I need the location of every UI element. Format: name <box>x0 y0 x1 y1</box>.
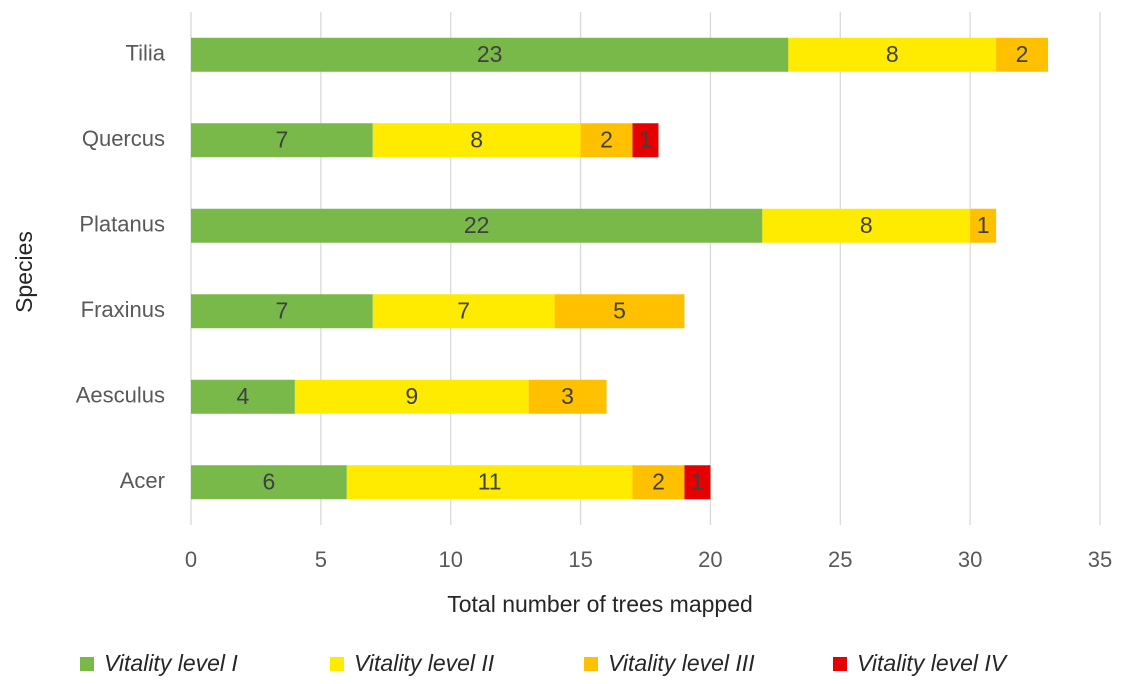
data-label: 11 <box>478 468 502 494</box>
data-label: 7 <box>276 297 289 323</box>
bar-segment <box>632 465 685 500</box>
bar-segment <box>191 37 789 72</box>
y-tick-label: Fraxinus <box>81 297 165 322</box>
data-label: 5 <box>613 297 626 323</box>
bar-segment <box>554 294 685 329</box>
data-label: 8 <box>860 212 873 238</box>
x-tick-label: 15 <box>568 547 592 572</box>
bar-segment <box>346 465 633 500</box>
y-tick-label: Tilia <box>125 41 165 66</box>
bar-segment <box>528 379 607 414</box>
legend-swatch <box>833 657 847 671</box>
data-label: 2 <box>600 126 613 152</box>
bar-segment <box>996 37 1049 72</box>
y-tick-label: Quercus <box>82 126 165 151</box>
data-label: 3 <box>561 383 574 409</box>
bar-segment <box>191 123 373 158</box>
legend-swatch <box>584 657 598 671</box>
bar-segment <box>191 465 347 500</box>
bar-segment <box>372 123 581 158</box>
x-tick-label: 25 <box>828 547 852 572</box>
data-label: 1 <box>691 468 704 494</box>
bar-segment <box>372 294 555 329</box>
data-label: 4 <box>237 383 250 409</box>
data-label: 8 <box>886 41 899 67</box>
data-label: 7 <box>276 126 289 152</box>
data-label: 8 <box>470 126 483 152</box>
data-label: 7 <box>457 297 470 323</box>
data-label: 23 <box>477 41 503 67</box>
bar-segment <box>970 208 997 243</box>
data-label: 1 <box>639 126 652 152</box>
bar-segment <box>762 208 971 243</box>
data-label: 22 <box>464 212 490 238</box>
bar-segment <box>580 123 633 158</box>
legend-label: Vitality level IV <box>857 650 1009 676</box>
data-label: 2 <box>652 468 665 494</box>
y-tick-label: Platanus <box>79 212 165 237</box>
legend-swatch <box>330 657 344 671</box>
legend-label: Vitality level I <box>104 650 238 676</box>
bar-segment <box>788 37 997 72</box>
x-tick-label: 5 <box>315 547 327 572</box>
bar-segment <box>294 379 529 414</box>
bar-segment <box>632 123 659 158</box>
y-tick-label: Acer <box>120 468 165 493</box>
data-label: 9 <box>405 383 418 409</box>
bar-segment <box>191 294 373 329</box>
data-label: 2 <box>1016 41 1029 67</box>
legend-label: Vitality level II <box>354 650 495 676</box>
data-label: 6 <box>263 468 276 494</box>
legend-label: Vitality level III <box>608 650 755 676</box>
data-label: 1 <box>977 212 990 238</box>
y-axis-title: Species <box>11 231 37 313</box>
y-tick-label: Aesculus <box>76 383 165 408</box>
x-axis-title: Total number of trees mapped <box>447 591 753 617</box>
x-tick-label: 30 <box>958 547 982 572</box>
x-tick-label: 35 <box>1088 547 1112 572</box>
bar-segment <box>191 379 295 414</box>
bar-segment <box>191 208 763 243</box>
x-tick-label: 0 <box>185 547 197 572</box>
x-tick-label: 10 <box>438 547 462 572</box>
legend-swatch <box>80 657 94 671</box>
bar-segment <box>684 465 711 500</box>
x-tick-label: 20 <box>698 547 722 572</box>
